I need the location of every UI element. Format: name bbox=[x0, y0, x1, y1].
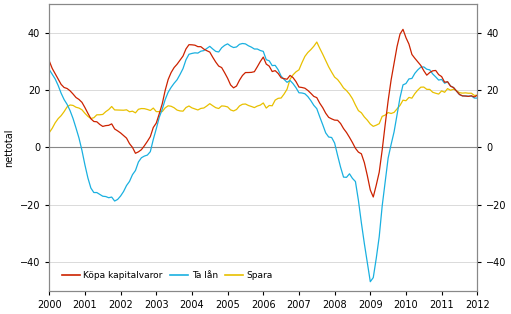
Legend: Köpa kapitalvaror, Ta lån, Spara: Köpa kapitalvaror, Ta lån, Spara bbox=[58, 267, 276, 284]
Y-axis label: nettotal: nettotal bbox=[4, 128, 14, 167]
